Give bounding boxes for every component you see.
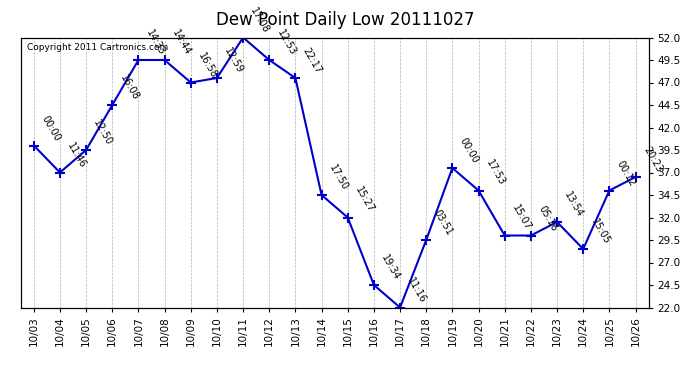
Text: Copyright 2011 Cartronics.com: Copyright 2011 Cartronics.com	[27, 43, 168, 52]
Text: 16:08: 16:08	[118, 73, 140, 102]
Text: 15:05: 15:05	[589, 217, 611, 246]
Text: 16:58: 16:58	[197, 51, 219, 80]
Text: 17:53: 17:53	[484, 159, 506, 188]
Text: 14:33: 14:33	[144, 28, 166, 57]
Text: 15:07: 15:07	[511, 204, 533, 233]
Text: 12:53: 12:53	[275, 28, 297, 57]
Text: 13:54: 13:54	[562, 190, 585, 219]
Text: 05:16: 05:16	[536, 204, 559, 233]
Text: 14:44: 14:44	[170, 28, 193, 57]
Text: 00:12: 00:12	[615, 159, 638, 188]
Text: 00:00: 00:00	[458, 136, 480, 165]
Text: Dew Point Daily Low 20111027: Dew Point Daily Low 20111027	[216, 11, 474, 29]
Text: 11:46: 11:46	[66, 141, 88, 170]
Text: 00:00: 00:00	[39, 114, 62, 143]
Text: 20:23: 20:23	[641, 145, 664, 174]
Text: 12:59: 12:59	[222, 46, 245, 75]
Text: 12:50: 12:50	[92, 118, 115, 147]
Text: 15:27: 15:27	[353, 185, 376, 215]
Text: 03:51: 03:51	[432, 208, 455, 237]
Text: 22:17: 22:17	[301, 46, 324, 75]
Text: 17:08: 17:08	[248, 6, 271, 35]
Text: 17:50: 17:50	[327, 163, 350, 192]
Text: 19:34: 19:34	[380, 253, 402, 282]
Text: 11:16: 11:16	[406, 276, 428, 305]
